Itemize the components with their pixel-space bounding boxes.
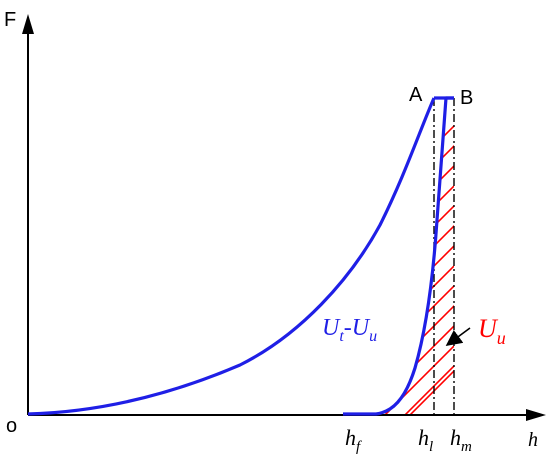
unloading-hatch (379, 98, 454, 414)
hatch-line (379, 239, 454, 381)
tick-hf: hf (345, 425, 362, 455)
hatch-line (379, 119, 454, 261)
tick-hm: hm (450, 425, 472, 455)
loading-region-label: Ut-Uu (322, 315, 377, 345)
point-b-label: B (460, 87, 473, 109)
unloading-curve (343, 96, 454, 416)
hatch-line (379, 139, 454, 281)
hatch-line (379, 98, 454, 221)
y-axis-arrow (22, 14, 34, 34)
loading-curve (27, 97, 436, 416)
guide-lines (433, 98, 455, 415)
hatch-line (379, 199, 454, 341)
point-a-label: A (409, 84, 423, 106)
y-axis-label: F (4, 9, 16, 31)
unloading-region-label: Uu (478, 314, 506, 348)
tick-hl: hl (418, 425, 433, 455)
hatch-line (379, 179, 454, 321)
x-axis-label: h (528, 429, 538, 451)
x-axis-arrow (526, 409, 546, 421)
origin-label: o (6, 415, 17, 437)
axes (22, 14, 546, 421)
uu-pointer-arrow (445, 327, 471, 346)
hatch-line (394, 289, 454, 414)
hatch-line (379, 99, 454, 241)
hatch-line (379, 299, 454, 414)
